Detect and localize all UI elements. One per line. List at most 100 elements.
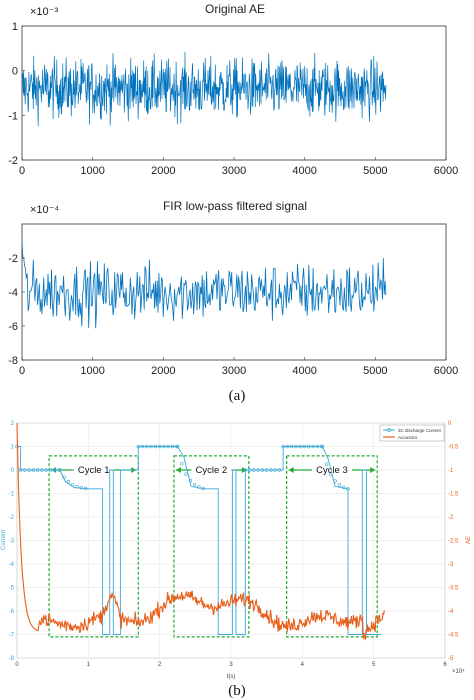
x-tick-label: 4 (301, 662, 305, 668)
plot2-title: FIR low-pass filtered signal (163, 199, 307, 213)
left-tick-label: 0 (11, 468, 15, 474)
left-tick-label: -1 (9, 492, 15, 498)
current-marker (285, 444, 290, 449)
x-tick-label: 0 (15, 662, 19, 668)
x-tick-label: 2000 (151, 165, 175, 177)
current-marker (269, 468, 273, 472)
current-marker (201, 486, 205, 491)
current-marker (252, 468, 256, 472)
plot1-exponent: ×10⁻³ (30, 6, 58, 18)
left-tick-label: -7 (9, 633, 15, 639)
current-marker (337, 483, 342, 487)
plot1-axes-box (21, 25, 447, 161)
current-marker (192, 482, 197, 487)
x-tick-label: 5000 (363, 165, 387, 177)
current-marker (315, 444, 320, 449)
plot3-cycle-boxes: Cycle 1 Cycle 2 Cycle 3 (48, 455, 378, 638)
current-marker (243, 468, 247, 472)
cycle-label-bg (311, 462, 352, 475)
current-marker (289, 444, 294, 449)
current-marker (58, 468, 62, 472)
current-marker (188, 478, 193, 483)
plot2-exponent: ×10⁻⁴ (30, 204, 59, 216)
right-tick-label: -1.5 (448, 492, 459, 498)
x-tick-label: 5000 (363, 365, 387, 377)
plot3-current-series (15, 444, 381, 635)
current-marker (53, 468, 57, 472)
x-tick-label: 6 (443, 662, 447, 668)
plot-fir-filtered: FIR low-pass filtered signal ×10⁻⁴ 0 1000… (8, 199, 458, 377)
y-tick-label: -2 (8, 155, 18, 167)
legend-acoustics-label: Acoustics (398, 435, 418, 440)
current-marker (62, 475, 66, 479)
current-marker (256, 468, 260, 472)
current-marker (136, 444, 140, 449)
cycle-label-bg (191, 462, 232, 475)
right-tick-label: -4.5 (448, 633, 459, 639)
plot-original-ae: Original AE ×10⁻³ 0 1000 2000 3000 4000 5000 6… (8, 2, 458, 177)
current-marker (162, 444, 166, 449)
x-tick-label: 0 (19, 365, 25, 377)
cycle-label: Cycle 1 (78, 465, 110, 476)
current-marker (66, 480, 71, 484)
y-tick-label: -6 (8, 321, 18, 333)
right-tick-label: -3 (448, 562, 454, 568)
left-tick-label: -3 (9, 539, 15, 545)
cycle-box (286, 455, 378, 638)
plot1-series (21, 51, 387, 127)
x-tick-label: 4000 (292, 365, 316, 377)
current-marker (264, 468, 269, 472)
cycle-arrow-head-left (175, 467, 181, 473)
plot2-series (21, 240, 387, 329)
plot1-title: Original AE (205, 2, 265, 16)
current-marker (75, 484, 79, 489)
current-marker (281, 444, 285, 449)
x-tick-label: 3000 (222, 165, 246, 177)
current-marker (44, 468, 48, 472)
current-marker (79, 485, 83, 490)
current-marker (273, 468, 277, 472)
y-tick-label: -1 (8, 110, 18, 122)
current-marker (298, 444, 302, 449)
caption-b: (b) (228, 683, 246, 699)
plot3-x-ticks: 0 1 2 3 4 5 6 (15, 662, 447, 668)
current-marker (260, 468, 265, 472)
current-marker (329, 472, 333, 477)
plot3-right-ticks: 0 -0.5 -1 -1.5 -2 -2.5 -3 -3.5 -4 -4.5 -5 (448, 421, 459, 662)
left-tick-label: -5 (9, 586, 15, 592)
x-tick-label: 5 (372, 662, 376, 668)
current-marker (27, 468, 31, 472)
x-tick-label: 1 (87, 662, 91, 668)
current-marker (333, 479, 337, 483)
x-tick-label: 4000 (292, 165, 316, 177)
cycle-label: Cycle 2 (196, 465, 228, 476)
current-marker (294, 444, 298, 449)
current-marker (175, 444, 180, 449)
y-tick-label: -8 (8, 355, 18, 367)
x-tick-label: 0 (19, 165, 25, 177)
plot2-line (21, 240, 387, 329)
y-tick-label: 1 (12, 21, 18, 33)
plot3-ylabel-left: Current (1, 530, 7, 550)
current-marker (157, 444, 162, 449)
plot3-acoustics-series (16, 422, 385, 641)
right-tick-label: -0.5 (448, 445, 459, 451)
plot2-y-ticks: -2 -4 -6 -8 (8, 253, 25, 367)
cycle-label-bg (73, 462, 114, 475)
current-marker (170, 444, 175, 449)
x-tick-label: 1000 (80, 365, 104, 377)
plot3-legend: 3C discharge Current Acoustics (379, 424, 445, 442)
right-tick-label: -2.5 (448, 539, 459, 545)
x-tick-label: 1000 (80, 165, 104, 177)
left-tick-label: -8 (9, 656, 15, 662)
current-marker (324, 462, 329, 466)
right-tick-label: -3.5 (448, 586, 459, 592)
current-marker (180, 461, 184, 466)
plot1-y-ticks: 1 0 -1 -2 (8, 21, 25, 167)
x-tick-label: 2 (158, 662, 162, 668)
plot1-line (21, 51, 387, 127)
cycle-label: Cycle 3 (316, 465, 348, 476)
current-marker (35, 468, 40, 472)
current-marker (311, 444, 315, 449)
cycle-arrow-head-left (288, 467, 294, 473)
